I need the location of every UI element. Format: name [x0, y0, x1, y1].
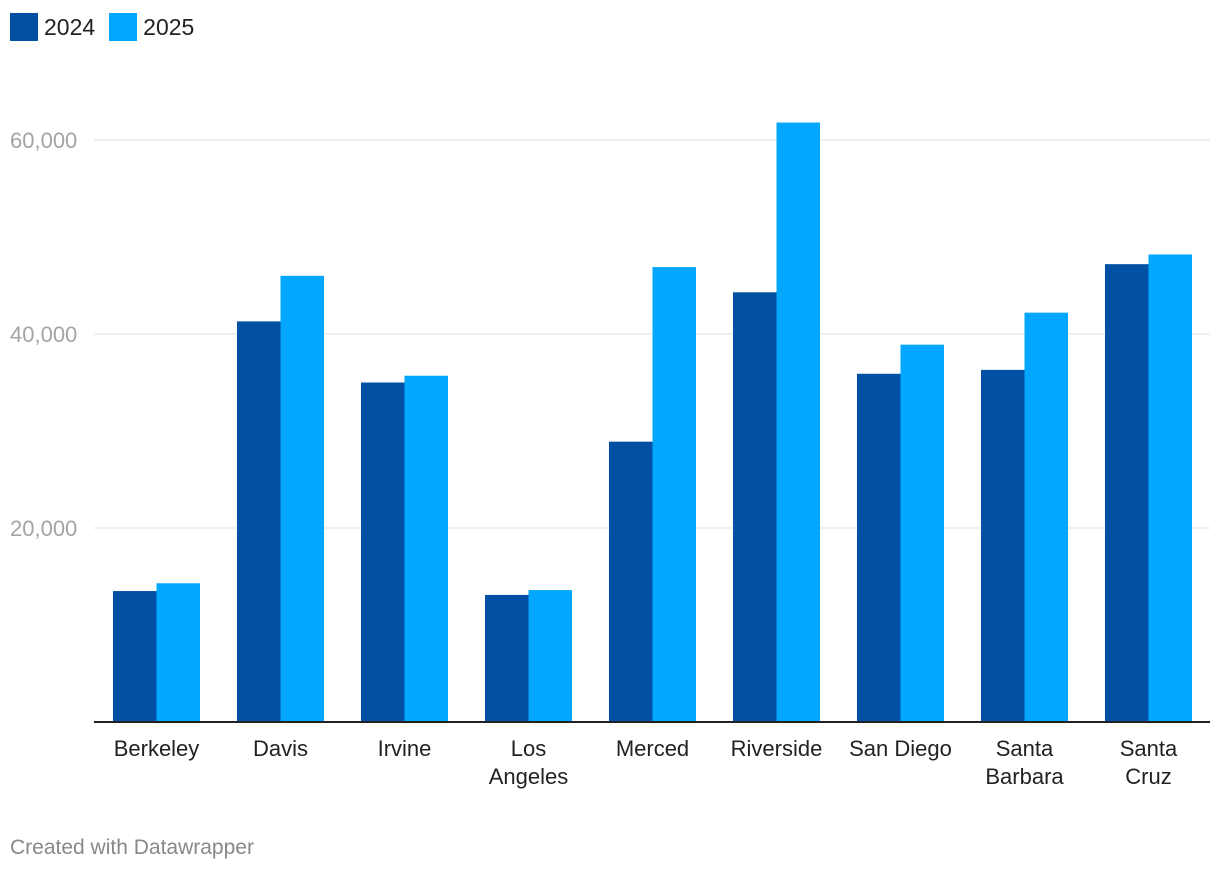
y-tick-label-60000: 60,000: [10, 128, 77, 153]
x-tick-label-merced: Merced: [616, 736, 689, 761]
bar-davis-2025: [280, 275, 324, 722]
x-axis-labels: Berkeley Davis Irvine Los Angeles Merced River…: [114, 736, 1178, 789]
bars: [113, 122, 1192, 723]
bar-los-angeles-2025: [528, 590, 572, 722]
x-tick-label-santa-cruz: Santa Cruz: [1120, 736, 1178, 789]
legend: 2024 2025: [10, 13, 208, 41]
bar-merced-2025: [652, 267, 696, 722]
y-axis-labels: 20,000 40,000 60,000: [10, 128, 77, 541]
bar-irvine-2025: [404, 375, 448, 722]
legend-item-2025: 2025: [109, 13, 194, 41]
x-tick-label-santa-barbara: Santa Barbara: [985, 736, 1064, 789]
x-tick-label-los-angeles: Los Angeles: [489, 736, 569, 789]
x-tick-label-irvine: Irvine: [378, 736, 432, 761]
bar-santa-barbara-2025: [1024, 312, 1068, 722]
bar-davis-2024: [237, 321, 281, 722]
legend-item-2024: 2024: [10, 13, 95, 41]
x-tick-label-berkeley: Berkeley: [114, 736, 200, 761]
footer-credit: Created with Datawrapper: [10, 836, 254, 859]
legend-label-2024: 2024: [44, 13, 96, 40]
legend-swatch-2025: [109, 13, 138, 41]
bar-riverside-2024: [733, 292, 777, 722]
bar-berkeley-2025: [156, 583, 200, 722]
bar-santa-cruz-2024: [1105, 264, 1149, 722]
bar-los-angeles-2024: [485, 594, 529, 722]
bar-merced-2024: [609, 441, 653, 722]
y-tick-label-40000: 40,000: [10, 322, 77, 347]
bar-riverside-2025: [776, 122, 820, 723]
bar-santa-barbara-2024: [981, 369, 1025, 722]
bar-berkeley-2024: [113, 591, 157, 722]
bar-santa-cruz-2025: [1148, 254, 1192, 722]
x-tick-label-san-diego: San Diego: [849, 736, 952, 761]
x-tick-label-davis: Davis: [253, 736, 308, 761]
y-tick-label-20000: 20,000: [10, 516, 77, 541]
bar-san-diego-2025: [900, 344, 944, 722]
legend-label-2025: 2025: [143, 13, 195, 40]
legend-swatch-2024: [10, 13, 38, 41]
bar-san-diego-2024: [857, 373, 901, 722]
x-tick-label-riverside: Riverside: [731, 736, 823, 761]
bar-irvine-2024: [361, 382, 405, 722]
